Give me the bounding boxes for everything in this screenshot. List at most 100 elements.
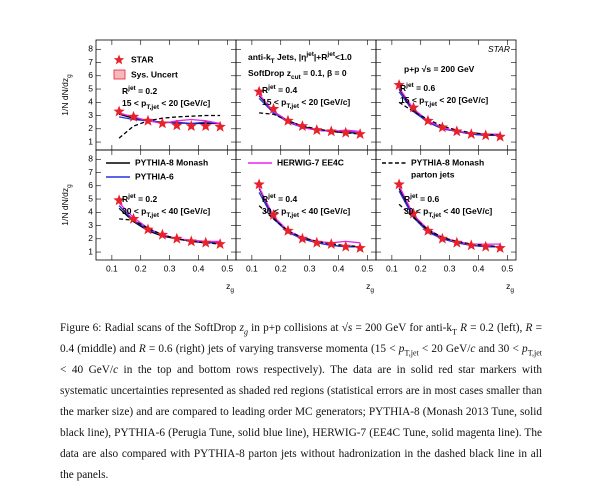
text-part: z <box>226 281 230 291</box>
caption-text: = 200 GeV for anti-k <box>352 322 453 334</box>
annotation: 15 < pT,jet < 20 [GeV/c] <box>122 98 210 110</box>
x-axis-label: zg <box>226 281 234 293</box>
x-axis-label: zg <box>506 281 514 293</box>
text-part: T,jet <box>146 212 159 219</box>
text-part: 15 < p <box>262 97 286 107</box>
data-star <box>282 114 294 126</box>
annotation: Rjet = 0.4 <box>262 193 298 205</box>
text-part: jet <box>267 84 276 91</box>
annotation: 30 < pT,jet < 40 [GeV/c] <box>262 206 350 218</box>
data-star <box>340 240 352 252</box>
annotation: SoftDrop zcut = 0.1, β = 0 <box>248 68 347 80</box>
annotation: 15 < pT,jet < 20 [GeV/c] <box>400 95 488 107</box>
data-star <box>127 212 140 224</box>
data-star <box>480 240 492 252</box>
data-star <box>465 239 477 251</box>
caption-text: g <box>244 327 248 337</box>
x-tick-label: 0.2 <box>415 263 427 273</box>
text-part: = 0.4 <box>276 85 298 95</box>
text-part: Jets, |η <box>275 52 307 62</box>
data-star <box>407 101 420 113</box>
y-tick-label: 5 <box>88 193 93 203</box>
text-part: g <box>510 287 514 294</box>
caption-text: T <box>452 327 457 337</box>
text-part: < 40 [GeV/c] <box>159 206 210 216</box>
y-tick-label: 3 <box>88 220 93 230</box>
caption-text: R <box>460 322 468 334</box>
legend-label: PYTHIA-8 Monash <box>411 157 484 167</box>
y-axis-label: 1/N dN/dzg <box>60 184 72 226</box>
text-part: R <box>122 194 128 204</box>
text-part: |+R <box>314 52 327 62</box>
data-star <box>282 224 294 236</box>
text-part: < 20 [GeV/c] <box>159 98 210 108</box>
annotation: 15 < pT,jet < 20 [GeV/c] <box>262 97 350 109</box>
data-star <box>296 120 309 131</box>
annotation: Rjet = 0.4 <box>262 84 298 96</box>
text-part: SoftDrop z <box>248 68 291 78</box>
text-part: jet <box>127 193 136 200</box>
caption-text: T,jet <box>527 348 542 358</box>
text-part: T,jet <box>146 104 159 111</box>
legend-label: PYTHIA-8 Monash <box>135 157 208 167</box>
text-part: g <box>230 287 234 294</box>
caption-text: in the top and bottom rows respectively)… <box>60 364 542 481</box>
text-part: R <box>122 86 128 96</box>
y-tick-label: 1 <box>88 246 93 256</box>
y-tick-label: 5 <box>88 83 93 93</box>
text-part: < 20 [GeV/c] <box>437 95 488 105</box>
text-part: jet <box>305 51 314 58</box>
x-tick-label: 0.4 <box>473 263 485 273</box>
data-star <box>422 224 434 236</box>
caption-text: in p+p collisions at √ <box>248 322 348 334</box>
caption-text: s <box>347 322 353 334</box>
text-part: 1/N dN/dz <box>60 188 70 226</box>
text-part: anti-k <box>248 52 271 62</box>
legend-label: STAR <box>131 54 154 64</box>
caption: Figure 6: Radial scans of the SoftDrop z… <box>60 318 542 486</box>
x-tick-label: 0.5 <box>221 263 233 273</box>
data-star <box>393 79 405 90</box>
data-star <box>325 125 337 137</box>
legend-label: Sys. Uncert <box>131 69 178 79</box>
annotation: Rjet = 0.6 <box>404 193 440 205</box>
text-part: g <box>66 74 73 78</box>
text-part: = 0.6 <box>414 83 436 93</box>
text-part: g <box>66 184 73 188</box>
caption-text: c <box>113 364 119 376</box>
text-part: 30 < p <box>404 206 428 216</box>
text-part: g <box>370 287 374 294</box>
x-axis-label: zg <box>366 281 374 293</box>
x-tick-label: 0.3 <box>444 263 456 273</box>
annotation: anti-kT Jets, |ηjet|+Rjet<1.0 <box>248 51 352 65</box>
data-star <box>436 121 449 133</box>
data-star <box>214 238 226 249</box>
x-tick-label: 0.3 <box>164 263 176 273</box>
text-part: STAR <box>488 44 510 54</box>
data-star <box>142 223 154 235</box>
data-star <box>325 238 337 249</box>
data-star <box>494 242 506 253</box>
text-part: = 0.6 <box>418 194 440 204</box>
text-part: T,jet <box>428 212 441 219</box>
data-star <box>340 126 352 138</box>
text-part: T,jet <box>286 103 299 110</box>
y-tick-label: 4 <box>88 97 93 107</box>
y-axis-label: 1/N dN/dzg <box>60 74 72 116</box>
data-star <box>185 120 197 131</box>
y-tick-label: 6 <box>88 70 93 80</box>
caption-text: T,jet <box>404 348 419 358</box>
data-star <box>127 110 140 122</box>
text-part: 15 < p <box>400 95 424 105</box>
x-tick-label: 0.5 <box>361 263 373 273</box>
y-tick-label: 8 <box>88 154 93 164</box>
text-part: jet <box>405 82 414 89</box>
text-part: 1/N dN/dz <box>60 78 70 116</box>
text-part: <1.0 <box>335 52 352 62</box>
x-tick-label: 0.3 <box>304 263 316 273</box>
x-tick-label: 0.1 <box>246 263 258 273</box>
text-part: 30 < p <box>122 206 146 216</box>
y-tick-label: 1 <box>88 136 93 146</box>
text-part: R <box>262 85 268 95</box>
data-star <box>156 117 169 129</box>
